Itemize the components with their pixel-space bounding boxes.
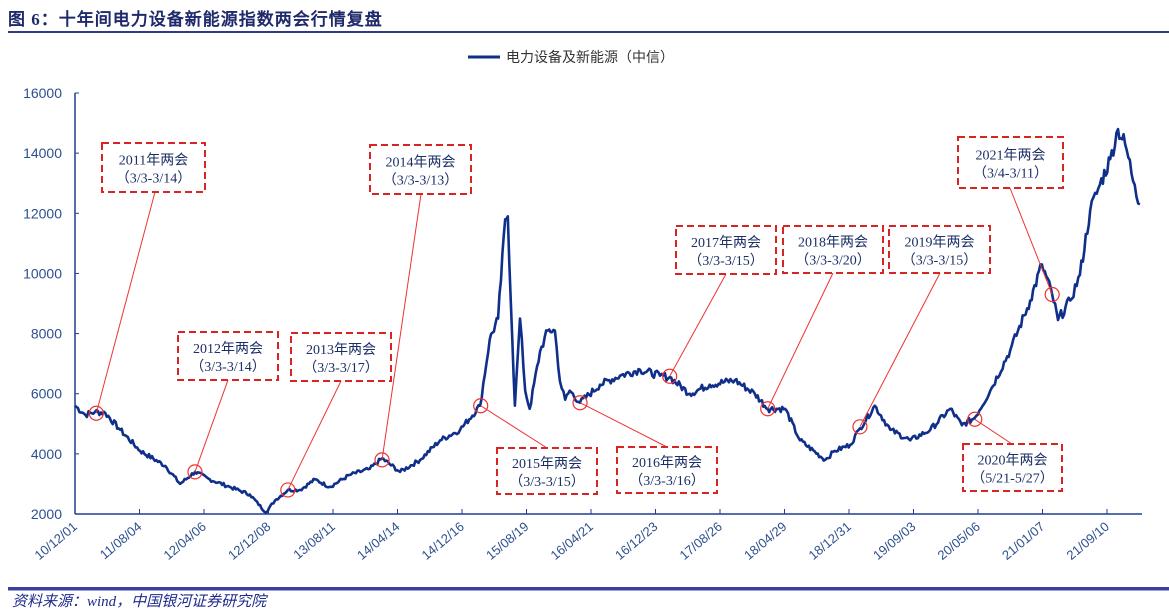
y-tick-label: 4000 [31,446,62,462]
figure-title: 图 6：十年间电力设备新能源指数两会行情复盘 [8,10,383,29]
annotation-dates: （5/21-5/27） [971,471,1053,487]
x-tick-label: 18/04/29 [741,519,789,563]
annotation-title: 2017年两会 [691,235,761,251]
highlight-circle [760,401,776,417]
title-divider [8,31,1169,33]
annotation-2020: 2020年两会 （5/21-5/27） [962,411,1063,492]
highlight-circle [967,411,983,427]
annotation-2013: 2013年两会 （3/3-3/17） [280,332,392,498]
legend-label: 电力设备及新能源（中信） [506,49,674,66]
series-line [74,127,1141,514]
annotation-title: 2014年两会 [386,155,456,171]
leader-line [579,402,668,448]
annotation-title: 2015年两会 [512,456,582,472]
annotation-box [888,225,991,274]
annotation-title: 2016年两会 [632,455,702,471]
highlight-circle [88,405,104,421]
leader-line [194,379,229,473]
leader-line [287,380,342,491]
annotation-box [101,142,206,193]
annotation-dates: （3/3-3/17） [303,360,378,376]
y-tick-label: 12000 [23,205,62,221]
x-tick-label: 17/08/26 [677,519,725,563]
y-tick-label: 6000 [31,386,62,402]
leader-line [381,193,422,460]
annotation-box [369,144,472,195]
annotation-2011: 2011年两会 （3/3-3/14） [88,142,206,421]
annotation-dates: （3/4-3/11） [973,166,1048,182]
x-tick-label: 10/12/01 [32,519,80,563]
annotation-2021: 2021年两会 （3/4-3/11） [957,136,1064,303]
footer-divider [8,587,1169,591]
x-tick-label: 16/12/23 [612,519,660,563]
annotation-2012: 2012年两会 （3/3-3/14） [177,331,279,480]
annotation-box [616,446,718,494]
annotation-title: 2011年两会 [119,153,188,169]
annotation-box [177,331,279,381]
annotation-title: 2012年两会 [193,341,263,357]
y-tick-label: 14000 [23,145,62,161]
annotation-2015: 2015年两会 （3/3-3/15） [473,398,598,495]
annotation-box [782,225,884,274]
x-tick-label: 18/12/31 [806,519,854,563]
annotation-dates: （3/3-3/15） [509,474,584,490]
highlight-circle [374,452,390,468]
annotation-2019: 2019年两会 （3/3-3/15） [852,225,991,435]
x-tick-label: 12/04/06 [161,519,209,563]
y-tick-label: 2000 [31,506,62,522]
source-note: 资料来源：wind，中国银河证券研究院 [12,594,267,610]
highlight-circle [662,368,678,384]
annotation-box [962,443,1063,492]
legend: 电力设备及新能源（中信） [468,49,674,66]
leader-line [480,405,548,449]
leader-line [767,272,834,409]
x-tick-label: 21/01/07 [999,519,1047,563]
annotation-dates: （3/3-3/15） [688,253,763,269]
y-tick-label: 8000 [31,326,62,342]
highlight-circle [280,482,296,498]
annotation-title: 2018年两会 [798,235,868,251]
annotation-dates: （3/3-3/13） [383,173,458,189]
x-tick-label: 21/09/10 [1064,519,1112,563]
annotation-2016: 2016年两会 （3/3-3/16） [572,395,718,494]
annotation-2017: 2017年两会 （3/3-3/15） [662,225,777,384]
x-tick-label: 11/08/04 [97,519,145,562]
highlight-circle [1044,286,1060,303]
annotation-box [675,225,777,275]
leader-line [669,273,727,377]
annotation-2018: 2018年两会 （3/3-3/20） [760,225,884,417]
annotation-2014: 2014年两会 （3/3-3/13） [369,144,472,468]
y-tick-label: 10000 [23,265,62,281]
highlight-circle [572,395,588,411]
annotation-dates: （3/3-3/16） [629,473,704,489]
x-tick-label: 12/12/08 [225,519,273,563]
x-tick-label: 14/04/14 [354,519,402,563]
annotation-box [957,136,1064,189]
leader-line [1009,187,1053,295]
annotation-dates: （3/3-3/20） [795,253,870,269]
annotation-title: 2021年两会 [976,148,1046,164]
annotation-dates: （3/3-3/14） [190,359,265,375]
leader-line [95,191,156,414]
annotation-dates: （3/3-3/15） [902,253,977,269]
x-tick-label: 20/05/06 [935,519,983,563]
leader-line [859,272,941,428]
x-tick-label: 13/08/11 [290,519,338,562]
annotation-box [290,332,392,382]
annotation-title: 2020年两会 [978,453,1048,469]
annotation-box [496,447,598,495]
highlight-circle [473,398,489,414]
x-tick-label: 14/12/16 [419,519,467,563]
highlight-circle [852,419,868,435]
annotation-dates: （3/3-3/14） [116,171,191,187]
annotation-title: 2019年两会 [905,235,975,251]
x-tick-label: 15/08/19 [483,519,531,563]
y-tick-label: 16000 [23,85,62,101]
annotation-title: 2013年两会 [306,342,376,358]
highlight-circle [187,464,203,480]
x-tick-label: 19/09/03 [870,519,918,563]
x-tick-label: 16/04/21 [548,519,596,563]
